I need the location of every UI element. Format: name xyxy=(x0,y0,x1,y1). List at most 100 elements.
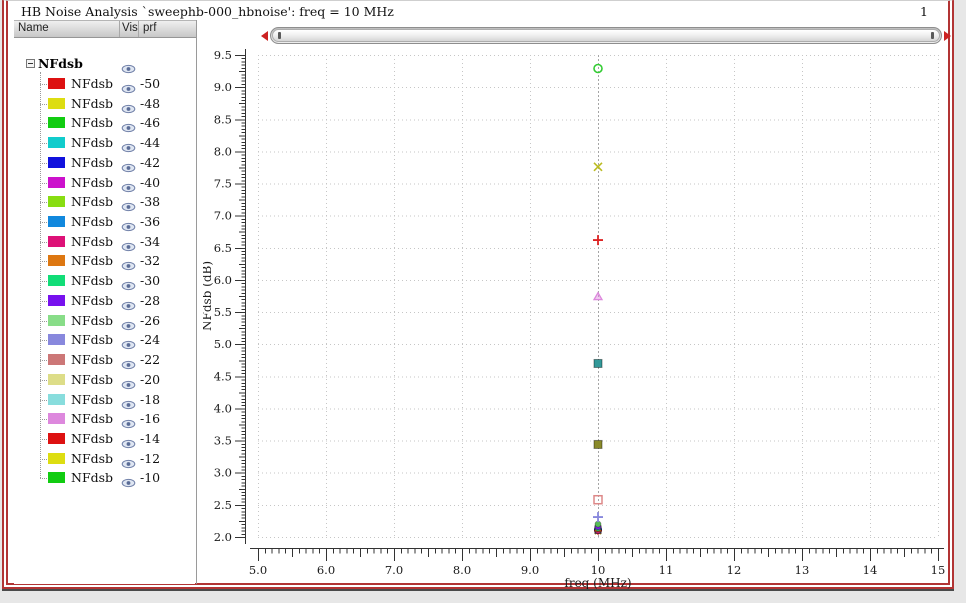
visibility-eye-icon[interactable] xyxy=(121,178,136,197)
trace-color-swatch[interactable] xyxy=(48,472,65,484)
trace-label: NFdsb xyxy=(71,174,114,190)
trace-color-swatch[interactable] xyxy=(48,432,65,444)
tree-row[interactable]: NFdsb -20 xyxy=(14,370,195,390)
visibility-eye-icon[interactable] xyxy=(121,79,136,98)
tree-row[interactable]: NFdsb -34 xyxy=(14,232,195,252)
tree-branch-line xyxy=(40,202,47,204)
visibility-eye-icon[interactable] xyxy=(121,158,136,177)
visibility-eye-icon[interactable] xyxy=(121,217,136,236)
tree-row[interactable]: NFdsb -12 xyxy=(14,449,195,469)
trace-prf-value: -10 xyxy=(140,470,161,486)
trace-color-swatch[interactable] xyxy=(48,97,65,109)
trace-color-swatch[interactable] xyxy=(48,196,65,208)
x-tick-label: 13 xyxy=(795,563,810,577)
y-tick-label: 2.5 xyxy=(214,498,232,512)
trace-label: NFdsb xyxy=(71,411,114,427)
tree-branch-line xyxy=(40,84,47,85)
visibility-eye-icon[interactable] xyxy=(121,434,136,453)
trace-prf-value: -46 xyxy=(140,115,161,131)
trace-group-label: NFdsb xyxy=(38,56,83,71)
trace-color-swatch[interactable] xyxy=(48,334,65,346)
trace-color-swatch[interactable] xyxy=(48,452,65,464)
scroll-left-arrow-icon[interactable] xyxy=(261,30,268,41)
y-tick-label: 5.5 xyxy=(214,305,232,319)
tree-parent-row[interactable]: NFdsb xyxy=(14,54,195,74)
trace-color-swatch[interactable] xyxy=(48,294,65,306)
trace-prf-value: -14 xyxy=(140,430,161,446)
visibility-eye-icon[interactable] xyxy=(121,237,136,256)
visibility-eye-icon[interactable] xyxy=(121,395,136,414)
visibility-eye-icon[interactable] xyxy=(121,276,136,295)
tree-row[interactable]: NFdsb -42 xyxy=(14,153,195,173)
tree-expander-icon[interactable] xyxy=(26,59,35,68)
trace-label: NFdsb xyxy=(71,292,114,308)
tree-row[interactable]: NFdsb -48 xyxy=(14,94,195,114)
tree-row[interactable]: NFdsb -46 xyxy=(14,113,195,133)
trace-color-swatch[interactable] xyxy=(48,255,65,267)
x-tick-label: 9.0 xyxy=(521,563,539,577)
visibility-eye-icon[interactable] xyxy=(121,59,136,78)
trace-color-swatch[interactable] xyxy=(48,176,65,188)
visibility-eye-icon[interactable] xyxy=(121,256,136,275)
visibility-eye-icon[interactable] xyxy=(121,355,136,374)
trace-prf-value: -12 xyxy=(140,450,161,466)
visibility-eye-icon[interactable] xyxy=(121,197,136,216)
tree-row[interactable]: NFdsb -44 xyxy=(14,133,195,153)
tree-row[interactable]: NFdsb -32 xyxy=(14,251,195,271)
tree-row[interactable]: NFdsb -18 xyxy=(14,390,195,410)
trace-color-swatch[interactable] xyxy=(48,78,65,89)
tree-row[interactable]: NFdsb -36 xyxy=(14,212,195,232)
scrollbar-thumb[interactable] xyxy=(272,29,940,42)
visibility-eye-icon[interactable] xyxy=(121,375,136,394)
visibility-eye-icon[interactable] xyxy=(121,118,136,137)
tree-row[interactable]: NFdsb -16 xyxy=(14,409,195,429)
trace-color-swatch[interactable] xyxy=(48,314,65,326)
tree-row[interactable]: NFdsb -22 xyxy=(14,350,195,370)
trace-color-swatch[interactable] xyxy=(48,235,65,247)
tree-branch-line xyxy=(40,478,47,480)
trace-color-swatch[interactable] xyxy=(48,117,65,129)
trace-prf-value: -36 xyxy=(140,214,161,230)
visibility-eye-icon[interactable] xyxy=(121,335,136,354)
tree-row[interactable]: NFdsb -24 xyxy=(14,330,195,350)
visibility-eye-icon[interactable] xyxy=(121,316,136,335)
scrollbar-right-grip[interactable] xyxy=(931,32,934,39)
tree-branch-line xyxy=(40,399,47,401)
trace-prf-value: -32 xyxy=(140,253,161,269)
trace-color-swatch[interactable] xyxy=(48,137,65,149)
trace-label: NFdsb xyxy=(71,233,114,249)
visibility-eye-icon[interactable] xyxy=(121,99,136,118)
trace-label: NFdsb xyxy=(71,430,114,446)
tree-row[interactable]: NFdsb -50 xyxy=(14,74,195,94)
trace-color-swatch[interactable] xyxy=(48,216,65,228)
trace-color-swatch[interactable] xyxy=(48,393,65,405)
trace-label: NFdsb xyxy=(71,115,114,131)
tree-row[interactable]: NFdsb -28 xyxy=(14,291,195,311)
tree-row[interactable]: NFdsb -30 xyxy=(14,271,195,291)
visibility-eye-icon[interactable] xyxy=(121,454,136,473)
tree-connector-line xyxy=(40,72,41,479)
visibility-eye-icon[interactable] xyxy=(121,138,136,157)
plot-area: 2.0 2.5 3.0 3.5 4.0 4.5 5.0 5.5 6.0 6.5 7.0 7.5 8.0 8… xyxy=(200,41,957,590)
y-tick-label: 6.0 xyxy=(214,273,232,287)
tree-branch-line xyxy=(40,162,47,164)
scroll-right-arrow-icon[interactable] xyxy=(944,30,951,41)
tree-row[interactable]: NFdsb -10 xyxy=(14,468,195,488)
trace-color-swatch[interactable] xyxy=(48,275,65,287)
trace-color-swatch[interactable] xyxy=(48,373,65,385)
tree-row[interactable]: NFdsb -40 xyxy=(14,173,195,193)
scrollbar-trough[interactable] xyxy=(270,27,942,44)
data-point-marker-prf-14 xyxy=(593,235,603,246)
visibility-eye-icon[interactable] xyxy=(121,414,136,433)
trace-prf-value: -42 xyxy=(140,154,161,170)
tree-row[interactable]: NFdsb -14 xyxy=(14,429,195,449)
visibility-eye-icon[interactable] xyxy=(121,296,136,315)
tree-row[interactable]: NFdsb -26 xyxy=(14,311,195,331)
tree-row[interactable]: NFdsb -38 xyxy=(14,192,195,212)
visibility-eye-icon[interactable] xyxy=(121,473,136,492)
trace-color-swatch[interactable] xyxy=(48,413,65,425)
trace-color-swatch[interactable] xyxy=(48,354,65,366)
scrollbar-left-grip[interactable] xyxy=(278,32,281,39)
data-point-marker-prf-10 xyxy=(593,63,603,74)
trace-color-swatch[interactable] xyxy=(48,156,65,168)
